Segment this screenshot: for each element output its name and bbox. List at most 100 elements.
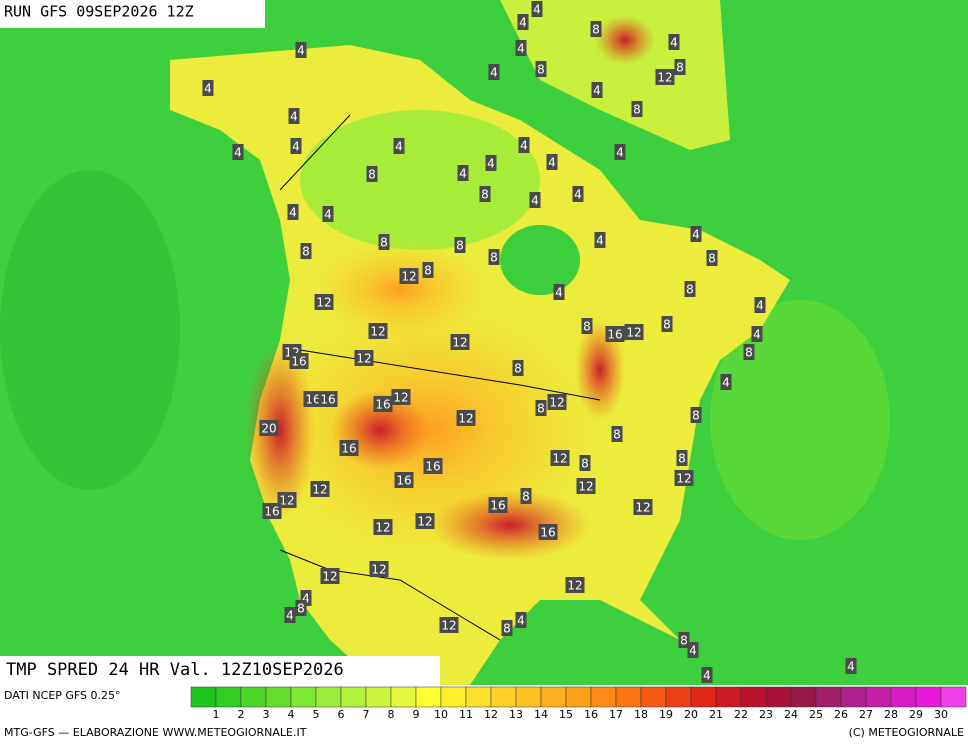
legend-label: 21 — [709, 708, 723, 721]
legend-label: 28 — [884, 708, 898, 721]
contour-label: 4 — [286, 609, 294, 623]
contour-label: 4 — [302, 592, 310, 606]
label-box — [535, 400, 547, 416]
legend-label: 18 — [634, 708, 648, 721]
legend-swatch — [640, 686, 667, 708]
contour-label: 4 — [395, 140, 403, 154]
contour-label: 8 — [380, 236, 388, 250]
contour-label: 16 — [341, 442, 356, 456]
label-box — [743, 344, 755, 360]
contour-label: 8 — [537, 63, 545, 77]
contour-label: 8 — [692, 409, 700, 423]
label-box — [520, 488, 532, 504]
legend-label: 8 — [388, 708, 395, 721]
label-box — [488, 64, 500, 80]
label-box — [565, 577, 585, 593]
contour-label: 4 — [487, 157, 495, 171]
hot-area — [595, 15, 655, 65]
label-box — [594, 232, 606, 248]
contour-label: 16 — [396, 474, 411, 488]
label-box — [517, 14, 529, 30]
ocean-shade — [0, 170, 180, 490]
label-box — [322, 206, 334, 222]
contour-label: 8 — [663, 318, 671, 332]
legend-swatch — [190, 686, 217, 708]
contour-label: 12 — [393, 391, 408, 405]
contour-label: 8 — [633, 103, 641, 117]
contour-label: 16 — [607, 328, 622, 342]
label-box — [538, 524, 558, 540]
label-box — [450, 334, 470, 350]
legend-swatch — [365, 686, 392, 708]
credit: MTG-GFS — ELABORAZIONE WWW.METEOGIORNALE… — [4, 726, 307, 739]
contour-label: 8 — [481, 188, 489, 202]
label-box — [590, 21, 602, 37]
title-box — [0, 656, 440, 685]
contour-label: 12 — [417, 515, 432, 529]
contour-label: 4 — [703, 669, 711, 683]
contour-label: 4 — [517, 42, 525, 56]
legend-label: 30 — [934, 708, 948, 721]
contour-label: 12 — [312, 483, 327, 497]
contour-label: 8 — [302, 245, 310, 259]
contour-label: 4 — [292, 140, 300, 154]
contour-label: 4 — [234, 146, 242, 160]
contour-label: 12 — [458, 412, 473, 426]
label-box — [678, 632, 690, 648]
label-box — [303, 391, 323, 407]
legend-swatch — [765, 686, 792, 708]
legend-label: 1 — [213, 708, 220, 721]
label-box — [720, 374, 732, 390]
contour-label: 16 — [291, 355, 306, 369]
legend-swatch — [940, 686, 967, 708]
legend-swatch — [665, 686, 692, 708]
label-box — [684, 281, 696, 297]
contour-label: 12 — [279, 494, 294, 508]
label-box — [373, 396, 393, 412]
copyright: (C) METEOGIORNALE — [849, 726, 964, 739]
label-box — [553, 284, 565, 300]
hudson-bay — [500, 225, 580, 295]
legend-swatch — [540, 686, 567, 708]
label-box — [422, 262, 434, 278]
label-box — [624, 324, 644, 340]
contour-label: 4 — [756, 299, 764, 313]
legend-swatch — [240, 686, 267, 708]
label-box — [529, 192, 541, 208]
legend-label: 24 — [784, 708, 798, 721]
contour-label: 12 — [441, 619, 456, 633]
contour-label: 8 — [490, 251, 498, 265]
label-box — [655, 69, 675, 85]
contour-label: 16 — [490, 499, 505, 513]
contour-label: 16 — [320, 393, 335, 407]
label-box — [488, 497, 508, 513]
contour-label: 4 — [574, 188, 582, 202]
legend-swatch — [515, 686, 542, 708]
legend-label: 17 — [609, 708, 623, 721]
contour-label: 12 — [401, 270, 416, 284]
label-box — [701, 667, 713, 683]
legend-label: 13 — [509, 708, 523, 721]
contour-label: 8 — [424, 264, 432, 278]
label-box — [288, 108, 300, 124]
legend-label: 23 — [759, 708, 773, 721]
contour-label: 12 — [452, 336, 467, 350]
label-box — [232, 144, 244, 160]
label-box — [314, 294, 334, 310]
contour-label: 4 — [593, 84, 601, 98]
contour-label: 8 — [583, 320, 591, 334]
label-box — [674, 470, 694, 486]
legend-swatch — [415, 686, 442, 708]
contour-label: 8 — [708, 252, 716, 266]
legend-swatch — [565, 686, 592, 708]
label-box — [485, 155, 497, 171]
label-box — [687, 642, 699, 658]
label-box — [591, 82, 603, 98]
label-box — [845, 658, 857, 674]
contour-label: 8 — [522, 490, 530, 504]
legend-label: 7 — [363, 708, 370, 721]
legend-label: 9 — [413, 708, 420, 721]
label-box — [512, 360, 524, 376]
